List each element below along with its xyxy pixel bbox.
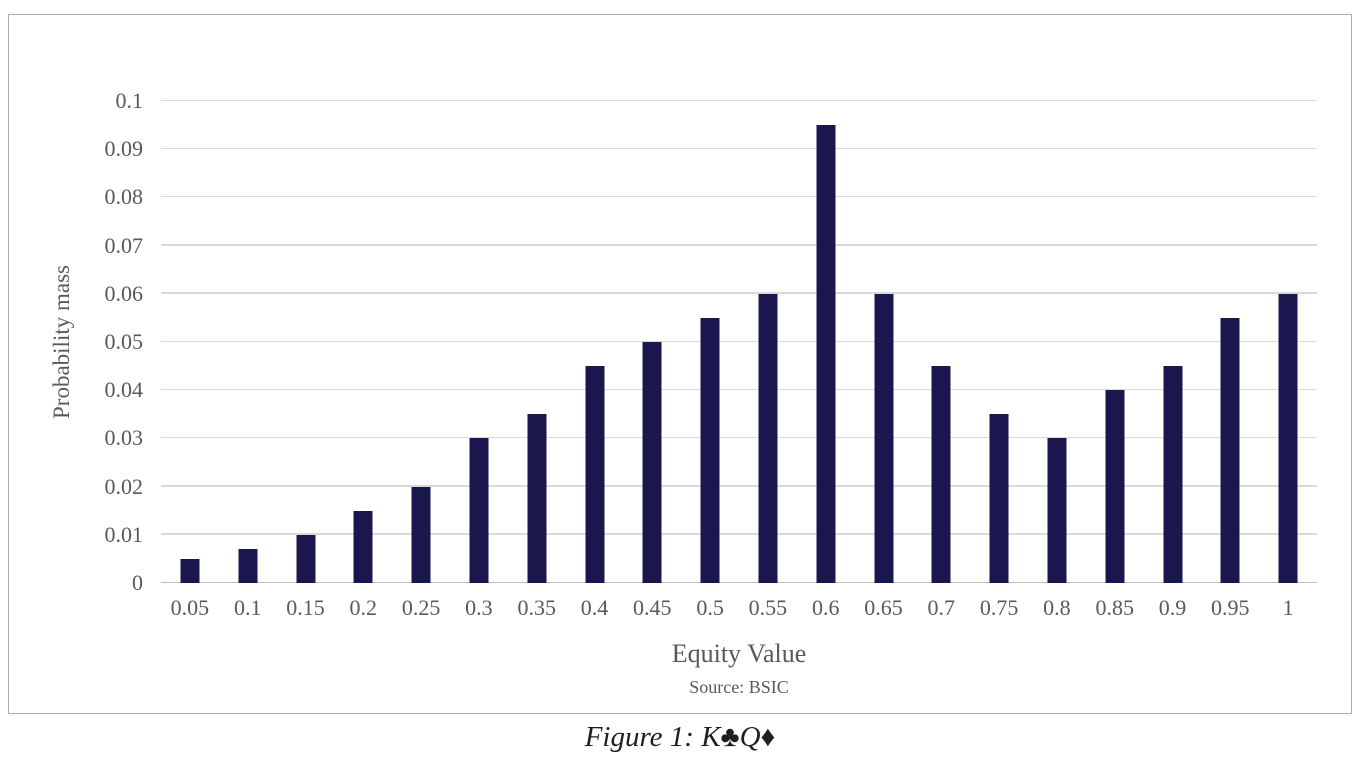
y-tick-label: 0 xyxy=(132,570,143,595)
bar-0.5 xyxy=(700,317,720,583)
bar-0.55 xyxy=(758,293,778,583)
bar-0.1 xyxy=(238,549,258,583)
x-tick-label: 0.7 xyxy=(927,595,956,620)
x-tick-label: 0.1 xyxy=(233,595,262,620)
bar-0.4 xyxy=(585,366,604,583)
plot-area xyxy=(161,99,1317,583)
x-tick-label: 0.95 xyxy=(1211,595,1250,620)
x-tick-label: 0.15 xyxy=(286,595,325,620)
bar-0.05 xyxy=(180,558,200,583)
bar-0.8 xyxy=(1047,438,1067,583)
bar-0.15 xyxy=(296,534,315,583)
gridline xyxy=(161,292,1317,294)
bar-0.7 xyxy=(931,366,951,583)
x-tick-label: 0.35 xyxy=(517,595,556,620)
y-axis-tick-labels: 0 0.01 0.02 0.03 0.04 0.05 0.06 0.07 0.08 0.09 0.1 xyxy=(9,88,144,595)
gridline xyxy=(161,485,1317,487)
gridline xyxy=(161,533,1317,535)
x-tick-label: 0.8 xyxy=(1043,595,1071,620)
gridline xyxy=(161,388,1317,391)
figure-caption: Figure 1: K♣Q♦ xyxy=(584,721,776,753)
y-tick-label: 0.02 xyxy=(104,473,144,499)
bar-0.45 xyxy=(642,342,662,583)
bar-0.25 xyxy=(411,486,431,583)
gridline xyxy=(161,147,1317,150)
x-axis-title: Equity Value xyxy=(671,639,807,668)
x-tick-label: 0.45 xyxy=(633,595,672,620)
bar-0.9 xyxy=(1163,366,1182,583)
x-tick-label: 0.9 xyxy=(1158,595,1187,620)
y-tick-label: 0.05 xyxy=(104,329,144,354)
x-tick-label: 0.25 xyxy=(401,595,441,620)
gridline xyxy=(161,340,1317,342)
bar-0.3 xyxy=(469,438,489,583)
bar-0.2 xyxy=(353,510,373,583)
gridline xyxy=(161,436,1317,439)
bar-0.35 xyxy=(527,414,547,583)
y-tick-label: 0.1 xyxy=(115,88,144,113)
y-tick-label: 0.04 xyxy=(104,377,144,403)
bar-0.85 xyxy=(1105,390,1125,583)
x-tick-label: 0.4 xyxy=(580,595,609,620)
x-tick-label: 0.6 xyxy=(811,595,840,620)
y-tick-label: 0.07 xyxy=(104,232,144,258)
x-tick-label: 0.05 xyxy=(170,595,210,620)
y-tick-label: 0.09 xyxy=(104,136,144,162)
bar-0.95 xyxy=(1220,317,1240,583)
gridline xyxy=(161,99,1317,101)
x-tick-label: 0.75 xyxy=(979,595,1019,620)
gridline xyxy=(161,244,1317,246)
x-tick-label: 1 xyxy=(1282,595,1294,620)
x-tick-label: 0.85 xyxy=(1095,595,1134,620)
y-tick-label: 0.01 xyxy=(104,521,144,547)
x-tick-label: 0.2 xyxy=(349,595,378,620)
y-tick-label: 0.06 xyxy=(104,280,144,306)
x-axis-line xyxy=(161,581,1317,583)
x-tick-label: 0.5 xyxy=(696,595,724,620)
y-tick-label: 0.03 xyxy=(104,425,144,451)
bar-0.6 xyxy=(816,125,836,583)
bar-0.75 xyxy=(989,414,1009,583)
x-tick-label: 0.3 xyxy=(465,595,493,620)
bar-1 xyxy=(1278,293,1298,583)
y-tick-label: 0.08 xyxy=(104,184,144,210)
x-axis-tick-labels: 0.05 0.1 0.15 0.2 0.25 0.3 0.35 0.4 0.45 0.5 0.55 0… xyxy=(161,595,1317,625)
chart-container: Probability mass 0 0.01 0.02 0.03 0.04 0.05 0.… xyxy=(8,14,1352,714)
x-tick-label: 0.65 xyxy=(864,595,903,620)
x-tick-label: 0.55 xyxy=(748,595,788,620)
source-note: Source: BSIC xyxy=(689,677,789,697)
gridline xyxy=(161,195,1317,198)
bar-0.65 xyxy=(874,293,893,583)
